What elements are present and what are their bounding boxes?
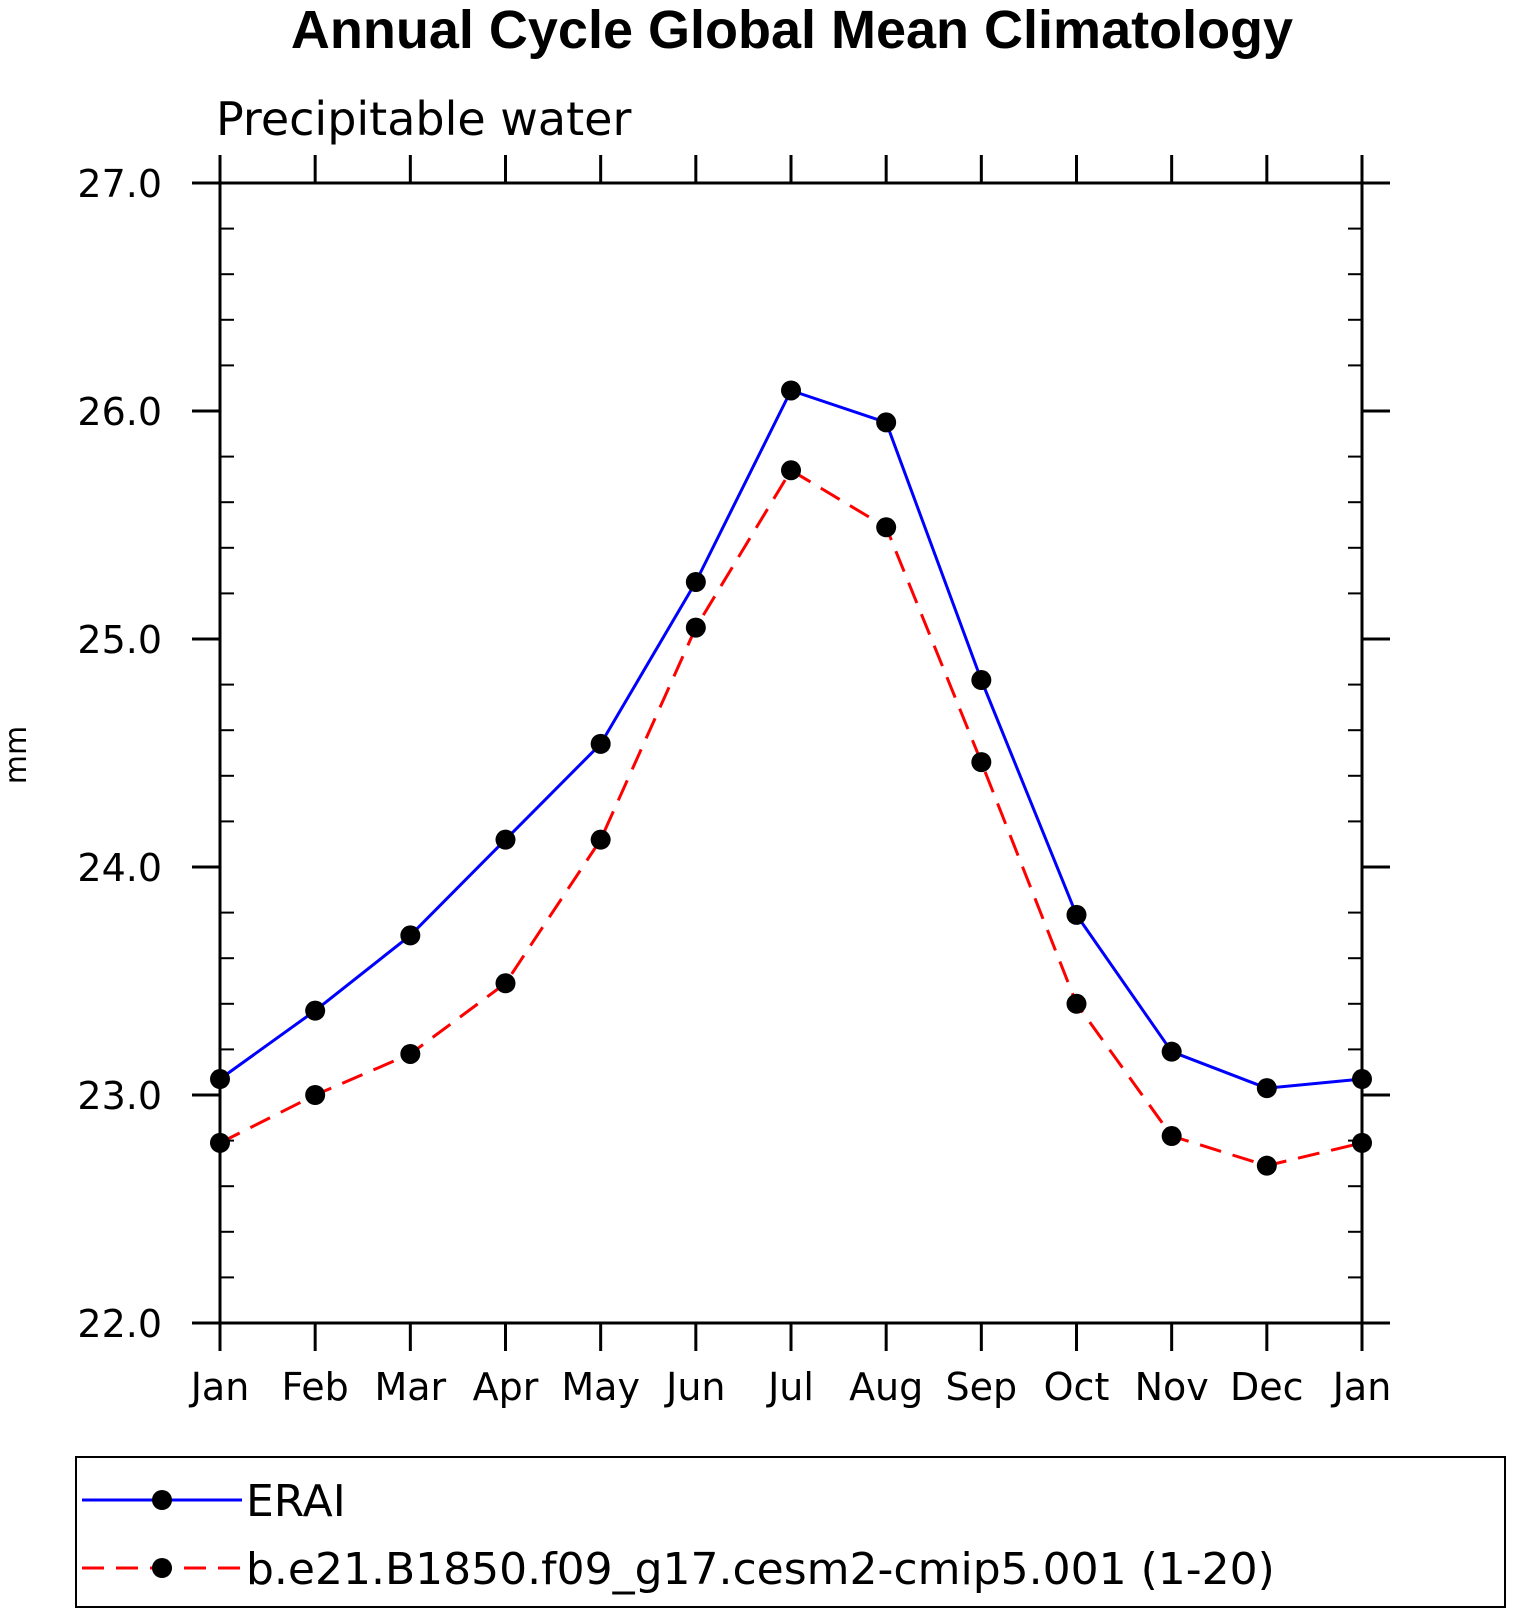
legend <box>75 1456 1506 1608</box>
data-point <box>1352 1069 1372 1090</box>
data-point <box>495 829 516 850</box>
legend-marker <box>152 1490 172 1510</box>
data-point <box>781 380 801 401</box>
x-tick-label: Jun <box>664 1365 725 1409</box>
data-point <box>495 973 516 994</box>
x-tick-label: Sep <box>946 1365 1018 1409</box>
legend-label: ERAI <box>246 1476 346 1527</box>
axis-ticks <box>192 155 1390 1351</box>
x-tick-label: Feb <box>282 1365 349 1409</box>
x-tick-label: Apr <box>473 1365 539 1409</box>
data-point <box>305 1085 326 1105</box>
data-point <box>876 412 897 433</box>
series-line <box>219 389 1363 1090</box>
x-tick-label: Oct <box>1044 1365 1110 1409</box>
data-point <box>1256 1155 1277 1176</box>
y-tick-label: 27.0 <box>77 162 162 206</box>
data-point <box>781 460 801 481</box>
data-point <box>685 617 706 638</box>
series-line <box>219 468 1363 1168</box>
x-tick-label: Nov <box>1135 1365 1209 1409</box>
y-tick-label: 22.0 <box>77 1302 162 1346</box>
x-tick-label: Aug <box>849 1365 923 1409</box>
series-layer <box>210 380 1372 1176</box>
y-tick-label: 23.0 <box>77 1074 162 1118</box>
y-tick-label: 25.0 <box>77 618 162 662</box>
y-tick-label: 24.0 <box>77 846 162 890</box>
x-tick-label: Mar <box>374 1365 446 1409</box>
legend-label: b.e21.B1850.f09_g17.cesm2-cmip5.001 (1-2… <box>246 1544 1275 1595</box>
chart-title: Annual Cycle Global Mean Climatology <box>291 0 1293 60</box>
y-tick-labels: 22.0 23.0 24.0 25.0 26.0 27.0 <box>77 162 162 1346</box>
y-tick-label: 26.0 <box>77 390 162 434</box>
x-tick-label: Jan <box>189 1365 250 1409</box>
data-point <box>1161 1126 1182 1147</box>
y-axis-label: mm <box>0 726 34 784</box>
data-point <box>876 517 897 538</box>
x-tick-label: May <box>561 1365 640 1409</box>
data-point <box>210 1069 230 1090</box>
x-tick-label: Dec <box>1230 1365 1304 1409</box>
data-point <box>971 670 992 691</box>
data-point <box>1066 993 1087 1014</box>
data-point <box>590 733 611 754</box>
chart-subtitle: Precipitable water <box>216 92 631 146</box>
plot-frame <box>218 181 1364 1325</box>
x-tick-label: Jan <box>1331 1365 1392 1409</box>
data-point <box>685 572 706 592</box>
data-point <box>1256 1078 1277 1099</box>
data-point <box>590 829 611 850</box>
data-point <box>400 925 421 946</box>
data-point <box>1161 1041 1182 1062</box>
data-point <box>400 1043 421 1064</box>
data-point <box>971 752 992 773</box>
legend-marker <box>152 1558 172 1578</box>
data-point <box>210 1132 230 1153</box>
data-point <box>1352 1132 1372 1153</box>
data-point <box>1066 904 1087 925</box>
data-point <box>305 1000 326 1021</box>
legend-entries: ERAI b.e21.B1850.f09_g17.cesm2-cmip5.001 … <box>82 1476 1275 1595</box>
x-tick-labels: Jan Feb Mar Apr May Jun Jul Aug Sep Oct Nov Dec Jan <box>189 1365 1392 1409</box>
x-tick-label: Jul <box>766 1365 814 1409</box>
